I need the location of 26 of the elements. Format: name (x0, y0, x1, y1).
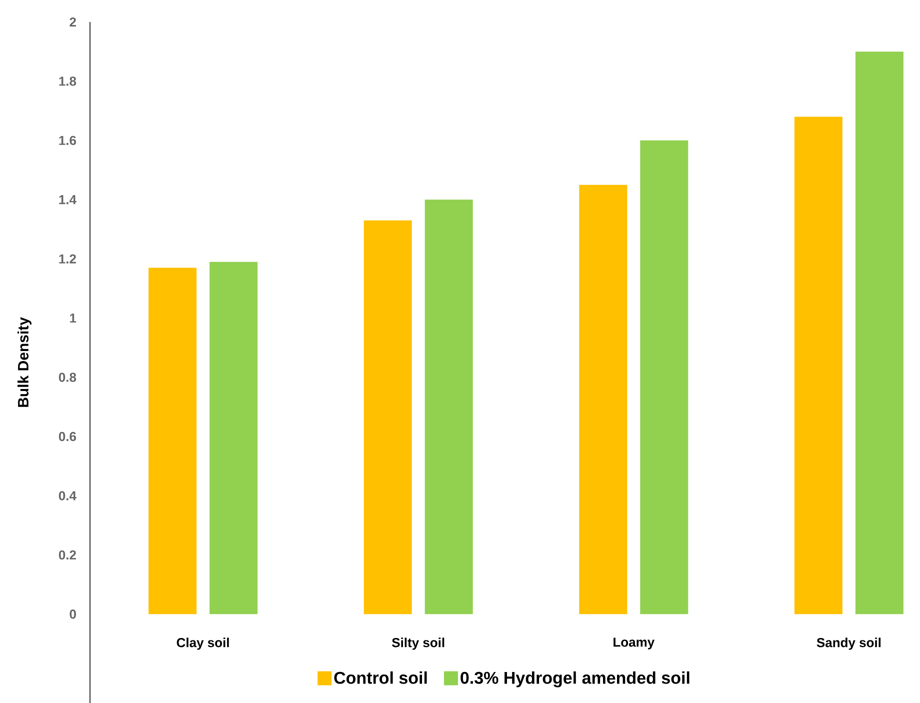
legend-label: 0.3% Hydrogel amended soil (460, 671, 690, 688)
x-tick-label: Clay soil (176, 637, 229, 650)
bar (855, 51, 904, 614)
y-tick-label: 2 (70, 17, 76, 26)
bar (640, 140, 688, 614)
y-tick-label: 0.2 (58, 550, 76, 560)
y-tick-label: 0.6 (58, 432, 76, 441)
bar (148, 268, 197, 614)
y-tick-label: 1.6 (59, 136, 76, 145)
bar (579, 184, 628, 614)
y-axis-title: Bulk Density (18, 316, 32, 407)
bar (210, 262, 258, 614)
x-tick-label: Silty soil (392, 637, 444, 650)
y-tick-label: 1.8 (59, 76, 76, 86)
y-tick-label: 1.2 (59, 254, 76, 264)
y-tick-label: 0.4 (58, 490, 76, 500)
y-tick-label: 0 (70, 609, 76, 619)
y-tick-label: 1.4 (59, 194, 76, 204)
y-tick-label: 0.8 (58, 372, 76, 382)
bar (424, 199, 473, 614)
legend-label: Control soil (334, 671, 427, 684)
bar (794, 116, 842, 614)
y-tick-label: 1 (70, 313, 76, 322)
x-tick-label: Loamy (614, 638, 655, 650)
bar (364, 220, 412, 614)
x-tick-label: Sandy soil (816, 637, 881, 650)
